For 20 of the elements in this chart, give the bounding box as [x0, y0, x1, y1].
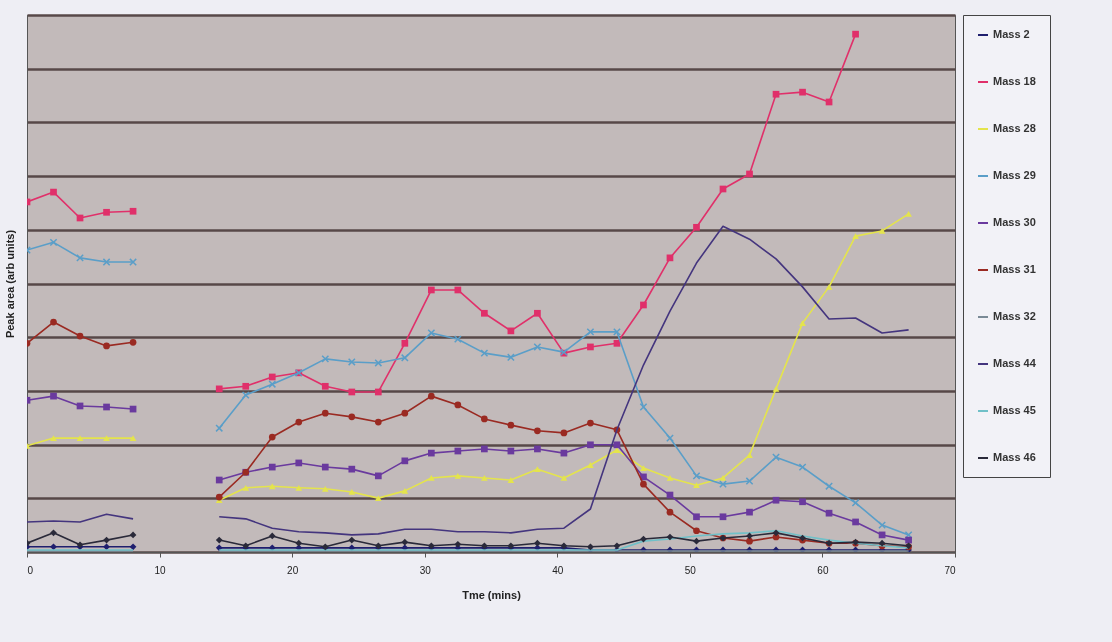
legend-label: Mass 44: [993, 357, 1037, 369]
x-tick-label: 10: [154, 564, 167, 576]
x-tick-label: 60: [817, 564, 829, 576]
legend-label: Mass 2: [993, 28, 1030, 40]
legend-label: Mass 46: [993, 451, 1036, 463]
x-tick-label: 20: [287, 564, 299, 576]
legend-label: Mass 28: [993, 122, 1036, 134]
legend-label: Mass 31: [993, 263, 1036, 275]
x-tick-label: 70: [944, 564, 956, 576]
legend-label: Mass 32: [993, 310, 1036, 322]
x-tick-label: 50: [684, 564, 697, 576]
legend-label: Mass 45: [993, 404, 1036, 416]
legend-label: Mass 18: [993, 75, 1036, 87]
legend-label: Mass 30: [993, 216, 1036, 228]
x-tick-label: 0: [27, 564, 34, 576]
x-tick-label: 40: [552, 564, 564, 576]
legend-label: Mass 29: [993, 169, 1036, 181]
y-axis-title: Peak area (arb units): [3, 229, 16, 339]
x-tick-label: 30: [419, 564, 432, 576]
x-axis-title: Tme (mins): [462, 588, 522, 601]
